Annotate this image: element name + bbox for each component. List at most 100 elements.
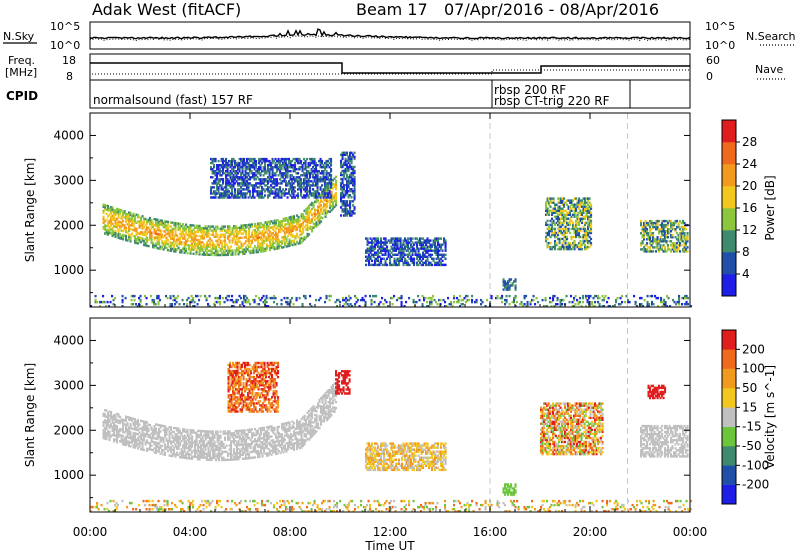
range-cell xyxy=(484,305,487,308)
range-cell xyxy=(159,235,162,238)
range-cell xyxy=(425,249,428,252)
range-cell xyxy=(325,172,328,175)
range-cell xyxy=(283,192,286,195)
range-cell xyxy=(393,245,396,248)
range-cell xyxy=(243,230,246,233)
range-cell xyxy=(281,228,284,231)
range-cell xyxy=(268,190,271,193)
range-cell xyxy=(567,199,570,202)
range-cell xyxy=(223,300,226,304)
range-cell xyxy=(134,418,137,421)
range-cell xyxy=(220,196,223,199)
range-cell xyxy=(423,298,426,302)
range-cell xyxy=(475,298,478,302)
range-cell xyxy=(329,204,332,207)
range-cell xyxy=(279,222,282,225)
range-cell xyxy=(134,420,137,423)
freq-panel: Freq. [MHz] 18 8 60 0 Nave xyxy=(5,53,785,83)
range-cell xyxy=(306,172,309,175)
range-cell xyxy=(191,242,194,245)
range-cell xyxy=(279,190,282,193)
range-cell xyxy=(384,251,387,254)
range-cell xyxy=(564,229,567,233)
range-cell xyxy=(437,263,440,267)
range-cell xyxy=(546,223,549,227)
range-cell xyxy=(558,221,561,225)
range-cell xyxy=(129,441,132,444)
range-cell xyxy=(329,200,332,203)
range-cell xyxy=(276,243,279,246)
range-cell xyxy=(285,168,288,171)
range-cell xyxy=(329,198,332,201)
range-cell xyxy=(554,229,557,233)
range-cell xyxy=(105,437,108,441)
range-cell xyxy=(443,255,446,258)
range-cell xyxy=(162,428,165,432)
range-cell xyxy=(107,414,110,417)
range-cell xyxy=(244,180,247,183)
range-cell xyxy=(156,224,159,228)
range-cell xyxy=(158,432,161,435)
range-cell xyxy=(555,211,558,214)
range-cell xyxy=(646,228,649,231)
range-cell xyxy=(561,227,564,231)
range-cell xyxy=(235,298,238,302)
range-cell xyxy=(353,175,356,179)
range-cell xyxy=(157,303,160,306)
range-cell xyxy=(104,232,107,235)
range-cell xyxy=(104,204,107,207)
range-cell xyxy=(647,221,650,225)
range-cell xyxy=(137,447,140,450)
range-cell xyxy=(585,211,588,214)
range-cell xyxy=(551,213,554,216)
range-cell xyxy=(677,246,680,249)
nsky-label: N.Sky xyxy=(3,30,35,43)
range-cell xyxy=(318,180,321,183)
range-cell xyxy=(141,440,144,443)
range-cell xyxy=(156,441,159,445)
range-cell xyxy=(137,238,140,241)
range-cell xyxy=(301,303,304,306)
range-cell xyxy=(249,176,252,179)
range-cell xyxy=(443,253,446,256)
range-cell xyxy=(306,206,309,209)
range-cell xyxy=(375,294,378,298)
range-cell xyxy=(377,243,380,246)
range-cell xyxy=(404,253,407,256)
range-cell xyxy=(322,172,325,175)
range-cell xyxy=(677,225,680,229)
range-cell xyxy=(398,259,401,262)
range-cell xyxy=(231,233,234,236)
range-cell xyxy=(578,203,581,206)
range-cell xyxy=(264,178,267,181)
range-cell xyxy=(298,168,301,171)
range-cell xyxy=(315,225,318,228)
range-cell xyxy=(305,208,308,211)
range-cell xyxy=(315,161,318,165)
range-cell xyxy=(226,194,229,197)
range-cell xyxy=(552,298,555,302)
range-cell xyxy=(123,419,126,422)
range-cell xyxy=(264,229,267,232)
range-cell xyxy=(244,300,247,304)
range-cell xyxy=(412,298,415,302)
range-cell xyxy=(116,209,119,213)
range-cell xyxy=(235,174,238,177)
range-cell xyxy=(386,257,389,260)
range-cell xyxy=(399,296,402,300)
range-cell xyxy=(237,230,240,234)
range-cell xyxy=(293,221,296,224)
range-cell xyxy=(232,174,235,177)
range-cell xyxy=(128,217,131,220)
range-cell xyxy=(210,249,213,253)
range-cell xyxy=(480,303,483,306)
range-cell xyxy=(664,236,667,239)
range-cell xyxy=(273,300,276,304)
range-cell xyxy=(128,233,131,236)
range-cell xyxy=(343,161,346,165)
range-cell xyxy=(585,235,588,239)
range-cell xyxy=(325,296,328,300)
range-cell xyxy=(661,219,664,223)
range-cell xyxy=(508,286,511,289)
